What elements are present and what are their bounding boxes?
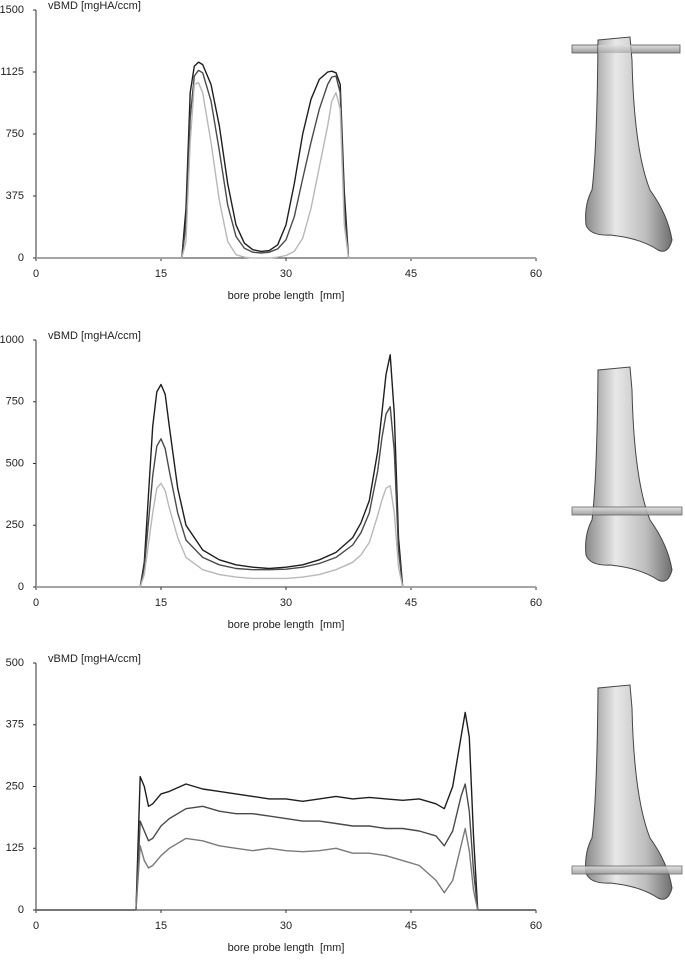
x-tick-label: 30 — [280, 920, 292, 932]
chart: 0 250 500 750 1000 0 15 30 45 60 vBMD [mgHA/ccm] bo… — [0, 330, 542, 631]
x-tick-label: 45 — [405, 920, 417, 932]
chart: 0 125 250 375 500 0 15 30 45 60 vBMD [mgHA/ccm] bor… — [6, 653, 542, 954]
chart: 0 375 750 1125 1500 0 15 30 45 60 vBMD [mgHA/ccm] b… — [0, 0, 542, 302]
x-tick-label: 60 — [530, 597, 542, 609]
y-tick-label: 750 — [6, 396, 24, 408]
x-tick-label: 15 — [155, 920, 167, 932]
bone-illustration — [571, 36, 681, 252]
y-tick-label: 0 — [18, 252, 24, 264]
y-axis-label: vBMD [mgHA/ccm] — [48, 653, 141, 665]
y-axis-label: vBMD [mgHA/ccm] — [48, 330, 141, 342]
y-tick-label: 0 — [18, 581, 24, 593]
y-tick-label: 375 — [6, 190, 24, 202]
x-tick-label: 0 — [33, 920, 39, 932]
bone-illustration — [571, 366, 683, 582]
data-line — [36, 354, 536, 588]
y-tick-label: 500 — [6, 457, 24, 469]
x-tick-label: 15 — [155, 597, 167, 609]
x-tick-label: 30 — [280, 268, 292, 280]
x-axis-label: bore probe length [mm] — [228, 942, 345, 954]
data-line — [36, 82, 536, 259]
x-tick-label: 30 — [280, 597, 292, 609]
y-tick-label: 125 — [6, 842, 24, 854]
y-tick-label: 250 — [6, 519, 24, 531]
y-tick-label: 0 — [18, 904, 24, 916]
data-line — [36, 406, 536, 588]
data-line — [36, 783, 536, 911]
data-line — [36, 482, 536, 588]
y-tick-label: 750 — [6, 128, 24, 140]
data-line — [36, 69, 536, 259]
y-axis-label: vBMD [mgHA/ccm] — [48, 0, 141, 12]
x-tick-label: 45 — [405, 597, 417, 609]
y-tick-label: 250 — [6, 780, 24, 792]
data-line — [36, 61, 536, 259]
y-tick-label: 1125 — [0, 66, 24, 78]
x-axis-label: bore probe length [mm] — [228, 619, 345, 631]
data-line — [36, 711, 536, 911]
data-line — [36, 827, 536, 911]
y-tick-label: 1500 — [0, 4, 24, 16]
bone-illustration — [571, 684, 683, 900]
x-tick-label: 45 — [405, 268, 417, 280]
x-tick-label: 60 — [530, 920, 542, 932]
y-tick-label: 1000 — [0, 334, 24, 346]
y-tick-label: 375 — [6, 719, 24, 731]
x-tick-label: 0 — [33, 268, 39, 280]
y-tick-label: 500 — [6, 657, 24, 669]
x-tick-label: 15 — [155, 268, 167, 280]
x-axis-label: bore probe length [mm] — [228, 290, 345, 302]
x-tick-label: 60 — [530, 268, 542, 280]
x-tick-label: 0 — [33, 597, 39, 609]
